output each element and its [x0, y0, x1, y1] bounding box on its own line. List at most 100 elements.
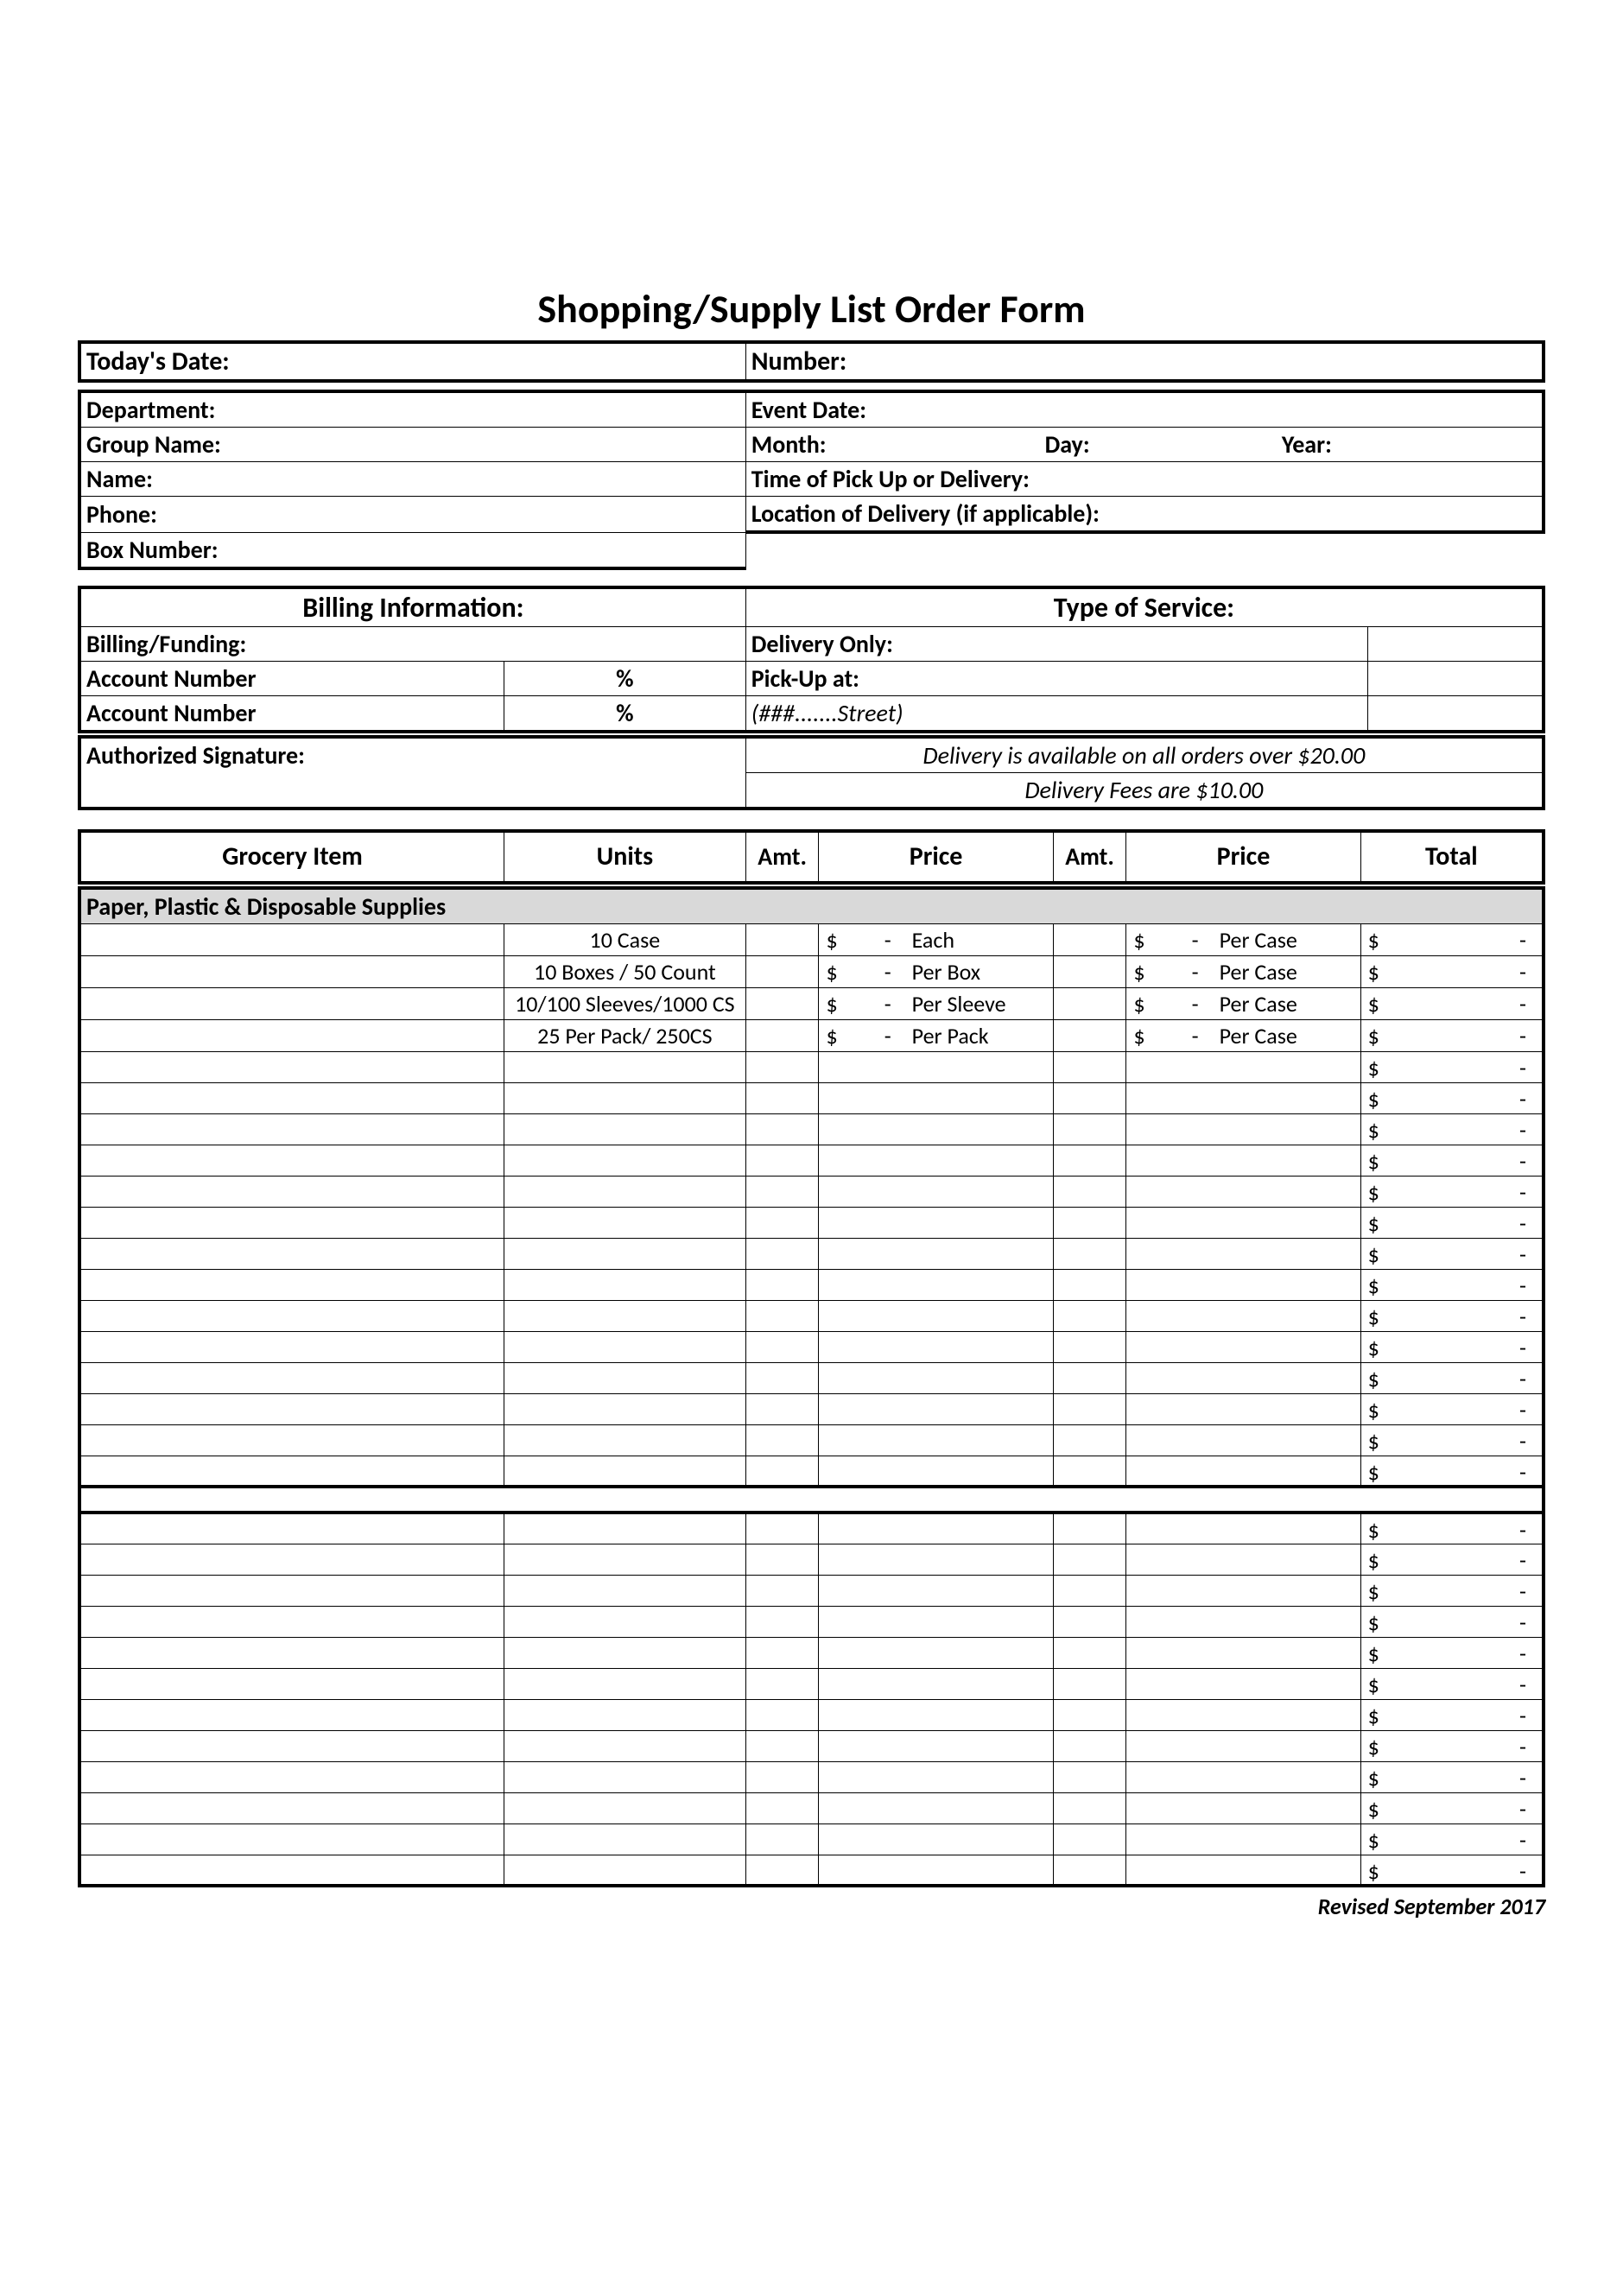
- item-amt-1: [745, 1730, 819, 1761]
- department-label: Department:: [79, 391, 745, 428]
- price-empty: [1126, 1145, 1214, 1176]
- total-value: $-: [1360, 1637, 1544, 1668]
- item-name: [79, 1424, 504, 1456]
- total-value: $-: [1360, 1145, 1544, 1176]
- item-name: [79, 1668, 504, 1699]
- item-row: 25 Per Pack/ 250CS$-Per Pack$-Per Case$-: [79, 1019, 1544, 1051]
- item-row: $-: [79, 1176, 1544, 1207]
- item-name: [79, 1637, 504, 1668]
- price-unit-empty: [1214, 1331, 1361, 1362]
- price-empty: [819, 1761, 907, 1792]
- item-units: 25 Per Pack/ 250CS: [504, 1019, 746, 1051]
- price-unit: Per Pack: [907, 1019, 1054, 1051]
- price-unit-empty: [907, 1269, 1054, 1300]
- item-amt-2: [1053, 1730, 1126, 1761]
- item-units: [504, 1424, 746, 1456]
- item-amt-1: [745, 1300, 819, 1331]
- price-empty: [819, 1176, 907, 1207]
- price-unit-empty: [907, 1761, 1054, 1792]
- item-amt-2: [1053, 1113, 1126, 1145]
- item-amt-2: [1053, 1082, 1126, 1113]
- item-amt-1: [745, 987, 819, 1019]
- item-name: [79, 955, 504, 987]
- item-units: [504, 1393, 746, 1424]
- price-value: $-: [1126, 1019, 1214, 1051]
- price-value: $-: [819, 987, 907, 1019]
- number-label: Number:: [745, 342, 1544, 381]
- item-amt-1: [745, 1176, 819, 1207]
- item-row: $-: [79, 1668, 1544, 1699]
- price-empty: [819, 1051, 907, 1082]
- item-units: [504, 1300, 746, 1331]
- item-amt-1: [745, 1019, 819, 1051]
- item-name: [79, 1606, 504, 1637]
- item-amt-2: [1053, 1513, 1126, 1544]
- item-row: $-: [79, 1513, 1544, 1544]
- total-value: $-: [1360, 1113, 1544, 1145]
- price-empty: [819, 1424, 907, 1456]
- item-amt-2: [1053, 1145, 1126, 1176]
- item-amt-1: [745, 923, 819, 955]
- item-name: [79, 1300, 504, 1331]
- price-unit-empty: [907, 1393, 1054, 1424]
- item-amt-2: [1053, 1331, 1126, 1362]
- item-units: [504, 1761, 746, 1792]
- price-empty: [1126, 1606, 1214, 1637]
- price-unit-empty: [1214, 1238, 1361, 1269]
- item-row: $-: [79, 1855, 1544, 1886]
- street-value[interactable]: [1368, 695, 1544, 732]
- item-row: $-: [79, 1761, 1544, 1792]
- account-number-1-label: Account Number: [79, 661, 504, 695]
- item-name: [79, 1730, 504, 1761]
- price-unit-empty: [1214, 1855, 1361, 1886]
- street-hint: (###.......Street): [745, 695, 1367, 732]
- item-row: $-: [79, 1113, 1544, 1145]
- price-value: $-: [819, 955, 907, 987]
- price-unit-empty: [907, 1176, 1054, 1207]
- item-amt-2: [1053, 955, 1126, 987]
- item-amt-2: [1053, 1761, 1126, 1792]
- item-units: [504, 1269, 746, 1300]
- total-value: $-: [1360, 1207, 1544, 1238]
- total-value: $-: [1360, 1300, 1544, 1331]
- price-empty: [819, 1456, 907, 1487]
- item-amt-1: [745, 1269, 819, 1300]
- price-unit-empty: [1214, 1051, 1361, 1082]
- item-name: [79, 1331, 504, 1362]
- price-empty: [1126, 1699, 1214, 1730]
- price-unit-empty: [907, 1699, 1054, 1730]
- item-row: $-: [79, 1823, 1544, 1855]
- price-unit-empty: [1214, 1699, 1361, 1730]
- price-unit-empty: [907, 1207, 1054, 1238]
- price-empty: [819, 1730, 907, 1761]
- item-units: [504, 1575, 746, 1606]
- delivery-only-value[interactable]: [1368, 626, 1544, 661]
- price-empty: [1126, 1544, 1214, 1575]
- box-number-label: Box Number:: [79, 532, 745, 568]
- item-amt-1: [745, 1082, 819, 1113]
- item-row: $-: [79, 1362, 1544, 1393]
- price-empty: [819, 1145, 907, 1176]
- price-unit-empty: [907, 1606, 1054, 1637]
- footer-revised: Revised September 2017: [78, 1893, 1545, 1920]
- item-amt-2: [1053, 1019, 1126, 1051]
- items-table: Grocery Item Units Amt. Price Amt. Price…: [78, 829, 1545, 1888]
- price-value: $-: [1126, 923, 1214, 955]
- total-value: $-: [1360, 1730, 1544, 1761]
- item-row: $-: [79, 1082, 1544, 1113]
- item-units: [504, 1823, 746, 1855]
- items-header-row: Grocery Item Units Amt. Price Amt. Price…: [79, 831, 1544, 883]
- pickup-at-value[interactable]: [1368, 661, 1544, 695]
- item-units: [504, 1051, 746, 1082]
- item-amt-2: [1053, 1575, 1126, 1606]
- item-row: $-: [79, 1300, 1544, 1331]
- group-name-label: Group Name:: [79, 428, 745, 462]
- price-value: $-: [1126, 987, 1214, 1019]
- item-amt-2: [1053, 1823, 1126, 1855]
- price-unit-empty: [1214, 1362, 1361, 1393]
- item-row: 10/100 Sleeves/1000 CS$-Per Sleeve$-Per …: [79, 987, 1544, 1019]
- item-amt-1: [745, 1238, 819, 1269]
- item-units: [504, 1699, 746, 1730]
- item-amt-1: [745, 1761, 819, 1792]
- item-name: [79, 1855, 504, 1886]
